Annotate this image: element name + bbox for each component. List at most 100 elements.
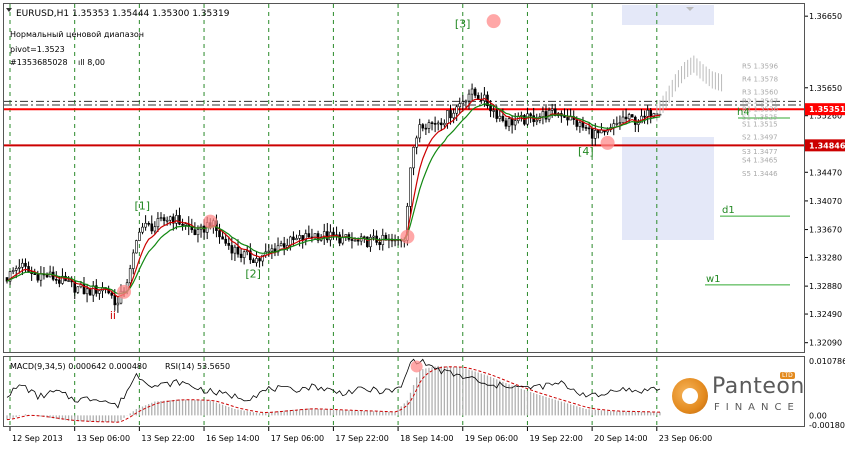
candle-body	[461, 101, 465, 104]
candle-body	[159, 217, 163, 219]
main-panel-frame	[3, 3, 805, 353]
pivot-side-label: R1 1.3536	[742, 106, 779, 114]
price-tick-label: 1.35650	[809, 84, 842, 93]
candle-body	[230, 245, 234, 254]
candle-body	[128, 268, 132, 284]
pivot-marker	[203, 214, 218, 229]
candle-body	[138, 231, 141, 241]
candle-body	[168, 216, 172, 221]
candle-body	[544, 111, 548, 120]
candle-body	[446, 110, 449, 124]
projection-zone-bottom	[622, 137, 714, 240]
candle-body	[637, 122, 640, 125]
candle-body	[82, 284, 86, 295]
level-tag-d1: d1	[722, 205, 735, 216]
candle-body	[54, 279, 58, 281]
wave-label: [2]	[245, 268, 261, 281]
wave-label: [3]	[455, 18, 471, 31]
candle-body	[150, 223, 154, 232]
candle-body	[436, 122, 440, 125]
candle-body	[116, 302, 120, 306]
candle-body	[473, 88, 477, 96]
candle-body	[578, 122, 582, 127]
candle-body	[301, 235, 304, 241]
price-tick-label: 1.33280	[809, 253, 842, 262]
candle-body	[427, 122, 431, 129]
pivot-marker	[117, 284, 132, 299]
candle-body	[529, 113, 532, 116]
pivot-marker	[600, 135, 615, 150]
candle-body	[8, 271, 12, 282]
candle-body	[156, 218, 160, 228]
time-tick-label: 20 Sep 14:00	[594, 434, 647, 443]
candle-body	[587, 127, 591, 130]
candle-body	[282, 243, 286, 248]
ticket-label: #1353685028	[10, 58, 68, 67]
candle-body	[646, 109, 649, 117]
candle-body	[615, 123, 619, 125]
candle-body	[252, 259, 255, 263]
candle-body	[298, 235, 301, 239]
candle-body	[261, 254, 264, 262]
price-tick-label: 1.32090	[809, 339, 842, 348]
candle-body	[233, 246, 237, 254]
level-tag-w1: w1	[706, 274, 721, 285]
ma-fast-line	[6, 97, 661, 298]
candle-body	[276, 245, 280, 253]
candle-body	[239, 253, 243, 258]
pivot-side-label: S4 1.3465	[742, 156, 778, 164]
time-tick-label: 13 Sep 22:00	[141, 434, 194, 443]
candle-body	[624, 116, 628, 120]
candle-body	[581, 122, 585, 128]
candle-body	[224, 238, 227, 244]
candle-body	[98, 290, 101, 294]
candle-body	[513, 120, 517, 126]
wave-label: [4]	[578, 145, 594, 158]
candle-body	[470, 88, 474, 95]
price-tick-label: 1.36650	[809, 12, 842, 21]
candle-body	[21, 262, 24, 268]
candle-body	[270, 248, 274, 252]
candle-body	[33, 273, 37, 275]
macd-label: MACD(9,34,5) 0.000642 0.000480	[10, 362, 147, 371]
candle-body	[27, 266, 30, 272]
candle-body	[175, 215, 178, 224]
candle-body	[184, 223, 187, 226]
candle-body	[113, 295, 117, 306]
price-level-tag	[805, 103, 845, 116]
candle-body	[501, 115, 505, 122]
symbol-info: EURUSD,H1 1.35353 1.35444 1.35300 1.3531…	[16, 9, 230, 19]
level-tag-h4: h4	[737, 107, 750, 118]
candle-body	[110, 292, 114, 296]
macd-panel-frame	[3, 356, 805, 427]
candle-body	[73, 281, 77, 293]
pivot-side-label: R2 1.3547	[742, 98, 778, 106]
candle-body	[384, 235, 388, 241]
candle-body	[421, 124, 425, 129]
candle-body	[67, 280, 70, 282]
candle-body	[563, 115, 566, 118]
candle-body	[258, 258, 261, 262]
candle-body	[467, 93, 471, 102]
price-tick-label: 1.34070	[809, 197, 842, 206]
candle-body	[433, 123, 437, 125]
candle-body	[279, 243, 283, 247]
candle-body	[292, 236, 295, 241]
candle-body	[178, 215, 181, 225]
candle-body	[267, 250, 271, 253]
price-tick-label: 1.35260	[809, 112, 842, 121]
candle-body	[193, 229, 197, 236]
candle-body	[322, 231, 326, 238]
price-tick-label: 1.32490	[809, 310, 842, 319]
candle-body	[236, 246, 240, 255]
candle-body	[227, 242, 231, 246]
candle-body	[326, 231, 329, 241]
candle-body	[307, 233, 311, 238]
candle-body	[627, 114, 631, 120]
candle-body	[507, 118, 511, 127]
chevron-down-icon[interactable]	[6, 8, 12, 12]
candle-body	[221, 236, 224, 240]
candle-body	[464, 100, 468, 103]
price-tick-label: 1.34470	[809, 168, 842, 177]
